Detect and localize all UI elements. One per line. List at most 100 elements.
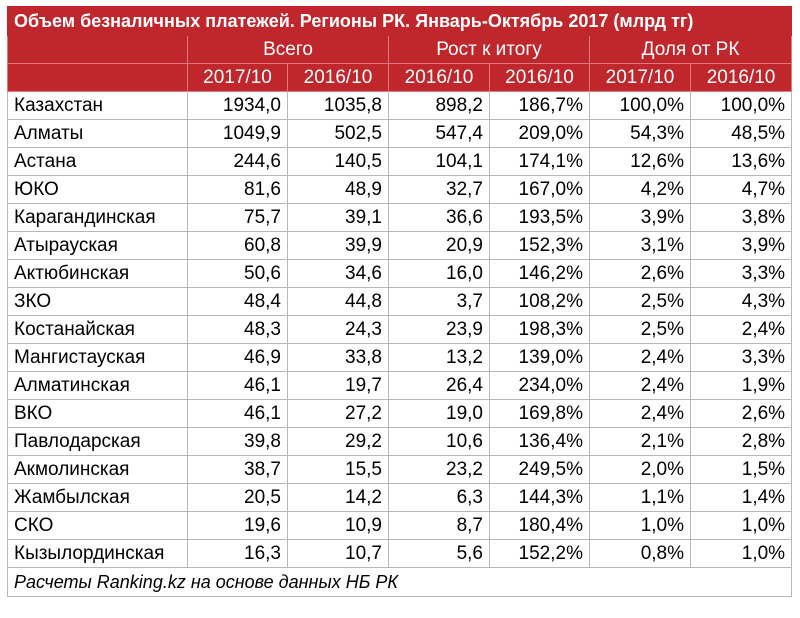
value-cell: 100,0% bbox=[689, 91, 793, 120]
region-name-cell: Атырауская bbox=[7, 231, 188, 260]
value-cell: 2,1% bbox=[589, 427, 691, 456]
value-cell: 2,4% bbox=[589, 371, 691, 400]
value-cell: 502,5 bbox=[287, 119, 389, 148]
value-cell: 3,3% bbox=[689, 259, 793, 288]
table-row: Атырауская 60,8 39,9 20,9 152,3% 3,1% 3,9% bbox=[7, 231, 793, 260]
region-name-cell: Жамбылская bbox=[7, 483, 188, 512]
value-cell: 2,4% bbox=[689, 315, 793, 344]
value-cell: 180,4% bbox=[489, 511, 590, 540]
group-header-row: Всего Рост к итогу Доля от РК bbox=[7, 35, 793, 64]
subheader-cell: 2017/10 bbox=[187, 63, 288, 92]
value-cell: 27,2 bbox=[287, 399, 389, 428]
table-row: Павлодарская 39,8 29,2 10,6 136,4% 2,1% 2,8% bbox=[7, 427, 793, 456]
value-cell: 14,2 bbox=[287, 483, 389, 512]
value-cell: 24,3 bbox=[287, 315, 389, 344]
value-cell: 34,6 bbox=[287, 259, 389, 288]
value-cell: 6,3 bbox=[388, 483, 490, 512]
value-cell: 2,5% bbox=[589, 315, 691, 344]
value-cell: 5,6 bbox=[388, 539, 490, 568]
region-name-cell: Алматинская bbox=[7, 371, 188, 400]
table-row: Актюбинская 50,6 34,6 16,0 146,2% 2,6% 3,3% bbox=[7, 259, 793, 288]
value-cell: 108,2% bbox=[489, 287, 590, 316]
value-cell: 38,7 bbox=[187, 455, 288, 484]
group-header-share: Доля от РК bbox=[588, 35, 793, 64]
value-cell: 48,4 bbox=[187, 287, 288, 316]
payments-table-container: Объем безналичных платежей. Регионы РК. … bbox=[6, 6, 793, 597]
value-cell: 167,0% bbox=[489, 175, 590, 204]
subheader-cell: 2017/10 bbox=[589, 63, 691, 92]
region-name-cell: СКО bbox=[7, 511, 188, 540]
value-cell: 2,4% bbox=[589, 399, 691, 428]
region-name-cell: Алматы bbox=[7, 119, 188, 148]
value-cell: 547,4 bbox=[388, 119, 490, 148]
value-cell: 32,7 bbox=[388, 175, 490, 204]
value-cell: 898,2 bbox=[388, 91, 490, 120]
value-cell: 19,6 bbox=[187, 511, 288, 540]
value-cell: 1,0% bbox=[589, 511, 691, 540]
value-cell: 39,1 bbox=[287, 203, 389, 232]
value-cell: 2,6% bbox=[689, 399, 793, 428]
value-cell: 10,7 bbox=[287, 539, 389, 568]
value-cell: 3,7 bbox=[388, 287, 490, 316]
group-header-growth: Рост к итогу bbox=[388, 35, 590, 64]
value-cell: 144,3% bbox=[489, 483, 590, 512]
value-cell: 8,7 bbox=[388, 511, 490, 540]
value-cell: 48,9 bbox=[287, 175, 389, 204]
table-row: Астана 244,6 140,5 104,1 174,1% 12,6% 13,6% bbox=[7, 147, 793, 176]
value-cell: 26,4 bbox=[388, 371, 490, 400]
header-blank-cell bbox=[7, 35, 188, 64]
subheader-blank-cell bbox=[7, 63, 188, 92]
region-name-cell: Карагандинская bbox=[7, 203, 188, 232]
region-name-cell: Актюбинская bbox=[7, 259, 188, 288]
subheader-row: 2017/10 2016/10 2016/10 2016/10 2017/10 … bbox=[7, 63, 793, 92]
value-cell: 75,7 bbox=[187, 203, 288, 232]
value-cell: 104,1 bbox=[388, 147, 490, 176]
value-cell: 10,6 bbox=[388, 427, 490, 456]
value-cell: 46,1 bbox=[187, 371, 288, 400]
value-cell: 3,3% bbox=[689, 343, 793, 372]
value-cell: 16,0 bbox=[388, 259, 490, 288]
value-cell: 29,2 bbox=[287, 427, 389, 456]
value-cell: 1035,8 bbox=[287, 91, 389, 120]
table-row: Мангистауская 46,9 33,8 13,2 139,0% 2,4% 3,3% bbox=[7, 343, 793, 372]
value-cell: 1,4% bbox=[689, 483, 793, 512]
table-row: Костанайская 48,3 24,3 23,9 198,3% 2,5% 2,4% bbox=[7, 315, 793, 344]
value-cell: 3,9% bbox=[589, 203, 691, 232]
value-cell: 44,8 bbox=[287, 287, 389, 316]
value-cell: 33,8 bbox=[287, 343, 389, 372]
footer-row: Расчеты Ranking.kz на основе данных НБ Р… bbox=[6, 567, 793, 597]
value-cell: 1,0% bbox=[689, 539, 793, 568]
value-cell: 36,6 bbox=[388, 203, 490, 232]
value-cell: 50,6 bbox=[187, 259, 288, 288]
value-cell: 1,0% bbox=[689, 511, 793, 540]
table-row: Казахстан 1934,0 1035,8 898,2 186,7% 100,0% 10… bbox=[7, 91, 793, 120]
value-cell: 4,2% bbox=[589, 175, 691, 204]
value-cell: 46,9 bbox=[187, 343, 288, 372]
value-cell: 136,4% bbox=[489, 427, 590, 456]
value-cell: 81,6 bbox=[187, 175, 288, 204]
subheader-cell: 2016/10 bbox=[689, 63, 793, 92]
region-name-cell: Мангистауская bbox=[7, 343, 188, 372]
value-cell: 16,3 bbox=[187, 539, 288, 568]
region-name-cell: Кызылординская bbox=[7, 539, 188, 568]
region-name-cell: Костанайская bbox=[7, 315, 188, 344]
payments-table: Объем безналичных платежей. Регионы РК. … bbox=[6, 6, 793, 597]
table-row: ВКО 46,1 27,2 19,0 169,8% 2,4% 2,6% bbox=[7, 399, 793, 428]
value-cell: 3,8% bbox=[689, 203, 793, 232]
region-name-cell: ЗКО bbox=[7, 287, 188, 316]
value-cell: 186,7% bbox=[489, 91, 590, 120]
group-header-total: Всего bbox=[187, 35, 389, 64]
value-cell: 39,9 bbox=[287, 231, 389, 260]
value-cell: 20,5 bbox=[187, 483, 288, 512]
value-cell: 20,9 bbox=[388, 231, 490, 260]
table-title: Объем безналичных платежей. Регионы РК. … bbox=[6, 6, 793, 36]
value-cell: 0,8% bbox=[589, 539, 691, 568]
value-cell: 1,5% bbox=[689, 455, 793, 484]
value-cell: 54,3% bbox=[589, 119, 691, 148]
subheader-cell: 2016/10 bbox=[489, 63, 590, 92]
value-cell: 100,0% bbox=[589, 91, 691, 120]
table-row: ЮКО 81,6 48,9 32,7 167,0% 4,2% 4,7% bbox=[7, 175, 793, 204]
table-row: СКО 19,6 10,9 8,7 180,4% 1,0% 1,0% bbox=[7, 511, 793, 540]
value-cell: 60,8 bbox=[187, 231, 288, 260]
value-cell: 1934,0 bbox=[187, 91, 288, 120]
